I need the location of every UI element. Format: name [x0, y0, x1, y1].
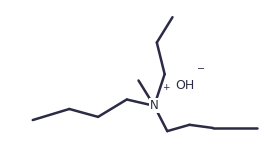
Text: +: +: [162, 83, 169, 92]
Text: N: N: [150, 99, 159, 112]
Text: OH: OH: [175, 79, 194, 92]
Text: −: −: [197, 64, 205, 74]
